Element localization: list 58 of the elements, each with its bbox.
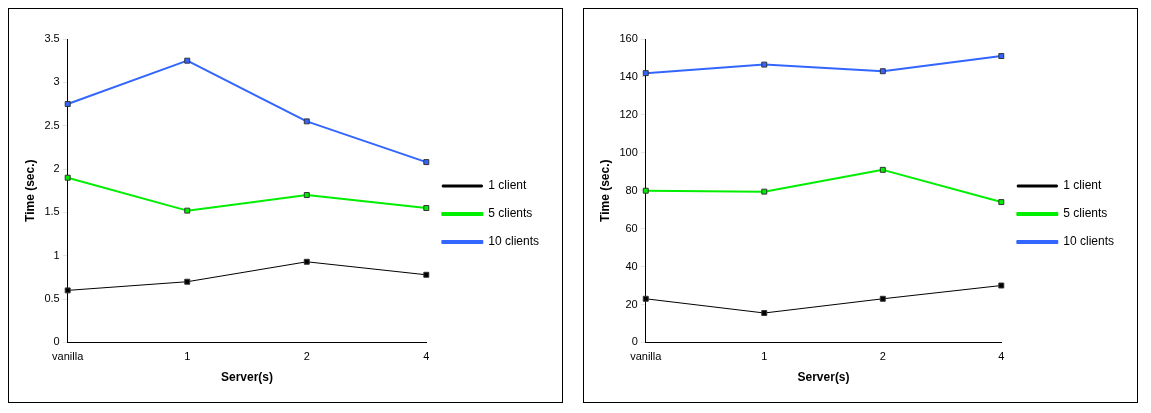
y-tick-label: 1 [53, 248, 60, 261]
point [879, 166, 886, 173]
x-tick-label: 2 [303, 350, 310, 363]
point [64, 287, 71, 294]
x-tick-label: vanilla [52, 350, 85, 363]
point [761, 310, 768, 316]
legend-label: 5 clients [488, 206, 533, 221]
x-tick-label: vanilla [630, 350, 663, 363]
y-tick-label: 0 [631, 335, 638, 348]
y-tick-label: 2 [53, 162, 60, 175]
x-axis-title: Server(s) [797, 370, 850, 385]
point [64, 101, 71, 107]
legend-label: 1 client [1063, 178, 1102, 193]
point [879, 295, 886, 302]
point [184, 278, 191, 285]
point [423, 271, 430, 278]
legend-label: 10 clients [1063, 234, 1115, 249]
point [761, 188, 768, 195]
y-tick-label: 60 [625, 221, 638, 234]
point [423, 159, 430, 166]
y-tick-label: 160 [619, 32, 638, 45]
y-tick-label: 140 [619, 69, 638, 82]
x-tick-label: 1 [184, 350, 191, 363]
point [998, 199, 1005, 206]
point [303, 258, 310, 265]
x-tick-label: 4 [998, 350, 1005, 363]
y-tick-label: 100 [619, 145, 638, 158]
y-tick-label: 2.5 [44, 118, 60, 131]
point [998, 53, 1005, 60]
point [761, 61, 768, 68]
legend-label: 10 clients [488, 234, 540, 249]
point [642, 70, 649, 77]
y-tick-label: 3 [53, 75, 60, 88]
y-tick-label: 80 [625, 183, 638, 196]
x-tick-label: 2 [879, 350, 886, 363]
legend-label: 1 client [488, 178, 527, 193]
y-tick-label: 20 [625, 297, 638, 310]
y-tick-label: 1.5 [44, 205, 60, 218]
y-axis-title: Time (sec.) [597, 159, 612, 222]
point [64, 174, 71, 181]
legend-label: 5 clients [1063, 206, 1108, 221]
y-tick-label: 0.5 [44, 292, 60, 305]
y-tick-label: 0 [53, 335, 60, 348]
point [998, 282, 1005, 289]
point [184, 207, 191, 214]
y-axis-title: Time (sec.) [22, 159, 37, 222]
point [879, 68, 886, 75]
x-axis-title: Server(s) [220, 370, 274, 385]
y-tick-label: 120 [619, 107, 638, 120]
y-tick-label: 40 [625, 259, 638, 272]
point [303, 118, 310, 125]
point [642, 295, 649, 302]
point [184, 57, 191, 64]
x-tick-label: 4 [423, 350, 430, 363]
point [303, 192, 310, 199]
point [423, 205, 430, 212]
x-tick-label: 1 [761, 350, 768, 363]
y-tick-label: 3.5 [44, 32, 60, 45]
